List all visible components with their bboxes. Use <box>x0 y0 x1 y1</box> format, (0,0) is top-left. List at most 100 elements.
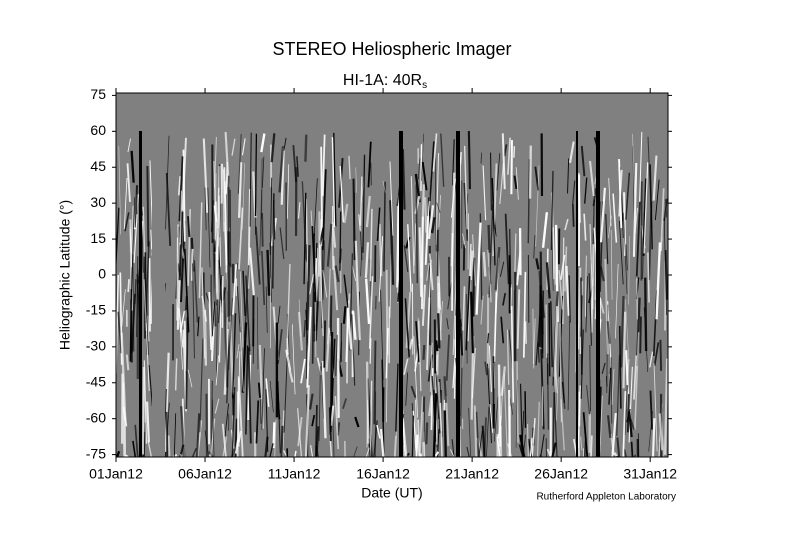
texture-streak <box>632 442 633 457</box>
texture-streak <box>445 376 447 402</box>
texture-streak <box>416 185 417 284</box>
texture-streak <box>178 280 180 329</box>
texture-streak <box>313 283 314 364</box>
texture-streak <box>338 318 339 418</box>
y-tick-label: 0 <box>98 266 106 282</box>
texture-streak <box>344 306 345 324</box>
texture-streak <box>528 424 529 457</box>
texture-streak <box>640 316 641 353</box>
texture-streak <box>176 359 177 391</box>
texture-streak <box>238 391 239 446</box>
texture-streak <box>147 166 148 247</box>
texture-streak <box>399 131 403 457</box>
x-tick-label: 01Jan12 <box>89 466 143 482</box>
y-tick-label: 60 <box>90 122 106 138</box>
texture-streak <box>530 146 531 199</box>
credit: Rutherford Appleton Laboratory <box>536 492 676 503</box>
texture-streak <box>331 332 332 422</box>
texture-streak <box>526 321 527 344</box>
texture-streak <box>316 243 317 258</box>
texture-streak <box>488 333 489 343</box>
texture-streak <box>139 131 142 457</box>
texture-streak <box>436 340 437 351</box>
plot-image <box>115 93 671 457</box>
texture-streak <box>421 144 422 191</box>
y-tick-label: 30 <box>90 194 106 210</box>
y-tick-label: -15 <box>86 302 106 318</box>
texture-streak <box>611 357 612 423</box>
x-tick-label: 11Jan12 <box>268 466 321 482</box>
texture-streak <box>468 213 469 269</box>
texture-streak <box>274 422 275 448</box>
texture-streak <box>489 225 490 253</box>
subtitle-subscript: s <box>422 80 427 91</box>
texture-streak <box>573 204 574 227</box>
texture-streak <box>262 213 263 247</box>
texture-streak <box>324 321 325 368</box>
texture-streak <box>259 383 260 398</box>
texture-streak <box>425 197 426 232</box>
texture-streak <box>420 227 421 296</box>
texture-streak <box>484 252 486 276</box>
no-data-band <box>116 93 668 131</box>
texture-streak <box>422 217 423 310</box>
texture-streak <box>641 181 642 280</box>
texture-streak <box>509 390 510 457</box>
texture-streak <box>445 411 446 457</box>
texture-streak <box>456 131 460 457</box>
texture-streak <box>423 345 424 360</box>
texture-streak <box>481 153 482 164</box>
texture-streak <box>367 362 368 444</box>
y-tick-label: 45 <box>90 158 106 174</box>
texture-streak <box>469 131 470 189</box>
chart-title: STEREO Heliospheric Imager <box>272 39 511 59</box>
texture-streak <box>330 407 331 441</box>
y-tick-label: -75 <box>86 445 106 461</box>
texture-streak <box>653 418 654 457</box>
texture-streak <box>143 367 144 454</box>
texture-streak <box>188 216 189 237</box>
texture-streak <box>222 276 223 328</box>
x-tick-label: 31Jan12 <box>623 466 677 482</box>
no-data-band <box>152 93 165 457</box>
texture-streak <box>591 436 592 457</box>
texture-streak <box>596 131 600 457</box>
y-axis-label: Heliographic Latitude (°) <box>57 200 73 350</box>
texture-streak <box>499 365 500 447</box>
texture-streak <box>438 313 439 348</box>
texture-streak <box>620 326 621 409</box>
texture-streak <box>540 285 541 346</box>
x-tick-label: 06Jan12 <box>178 466 232 482</box>
y-tick-label: -45 <box>86 373 106 389</box>
texture-streak <box>168 436 169 457</box>
texture-streak <box>128 279 129 292</box>
chart-subtitle: HI-1A: 40Rs <box>343 72 427 90</box>
texture-streak <box>282 426 283 457</box>
x-tick-label: 21Jan12 <box>445 466 499 482</box>
texture-streak <box>426 422 427 444</box>
subtitle-text: HI-1A: 40R <box>343 72 422 89</box>
texture-streak <box>660 340 661 371</box>
texture-streak <box>511 140 512 194</box>
texture-streak <box>256 134 257 216</box>
texture-streak <box>305 135 306 162</box>
texture-streak <box>579 173 580 223</box>
y-tick-label: 75 <box>90 86 106 102</box>
texture-streak <box>576 131 578 457</box>
texture-streak <box>374 341 375 425</box>
texture-streak <box>637 276 638 319</box>
y-tick-label: -30 <box>86 338 106 354</box>
x-tick-label: 16Jan12 <box>356 466 410 482</box>
texture-streak <box>167 412 168 457</box>
texture-streak <box>578 430 579 457</box>
y-tick-label: -60 <box>86 409 106 425</box>
texture-streak <box>475 405 476 456</box>
texture-streak <box>268 250 270 296</box>
y-tick-label: 15 <box>90 230 106 246</box>
texture-streak <box>340 249 341 264</box>
texture-streak <box>549 303 550 376</box>
texture-streak <box>563 238 564 324</box>
x-tick-label: 26Jan12 <box>534 466 588 482</box>
x-axis-label: Date (UT) <box>361 485 422 501</box>
